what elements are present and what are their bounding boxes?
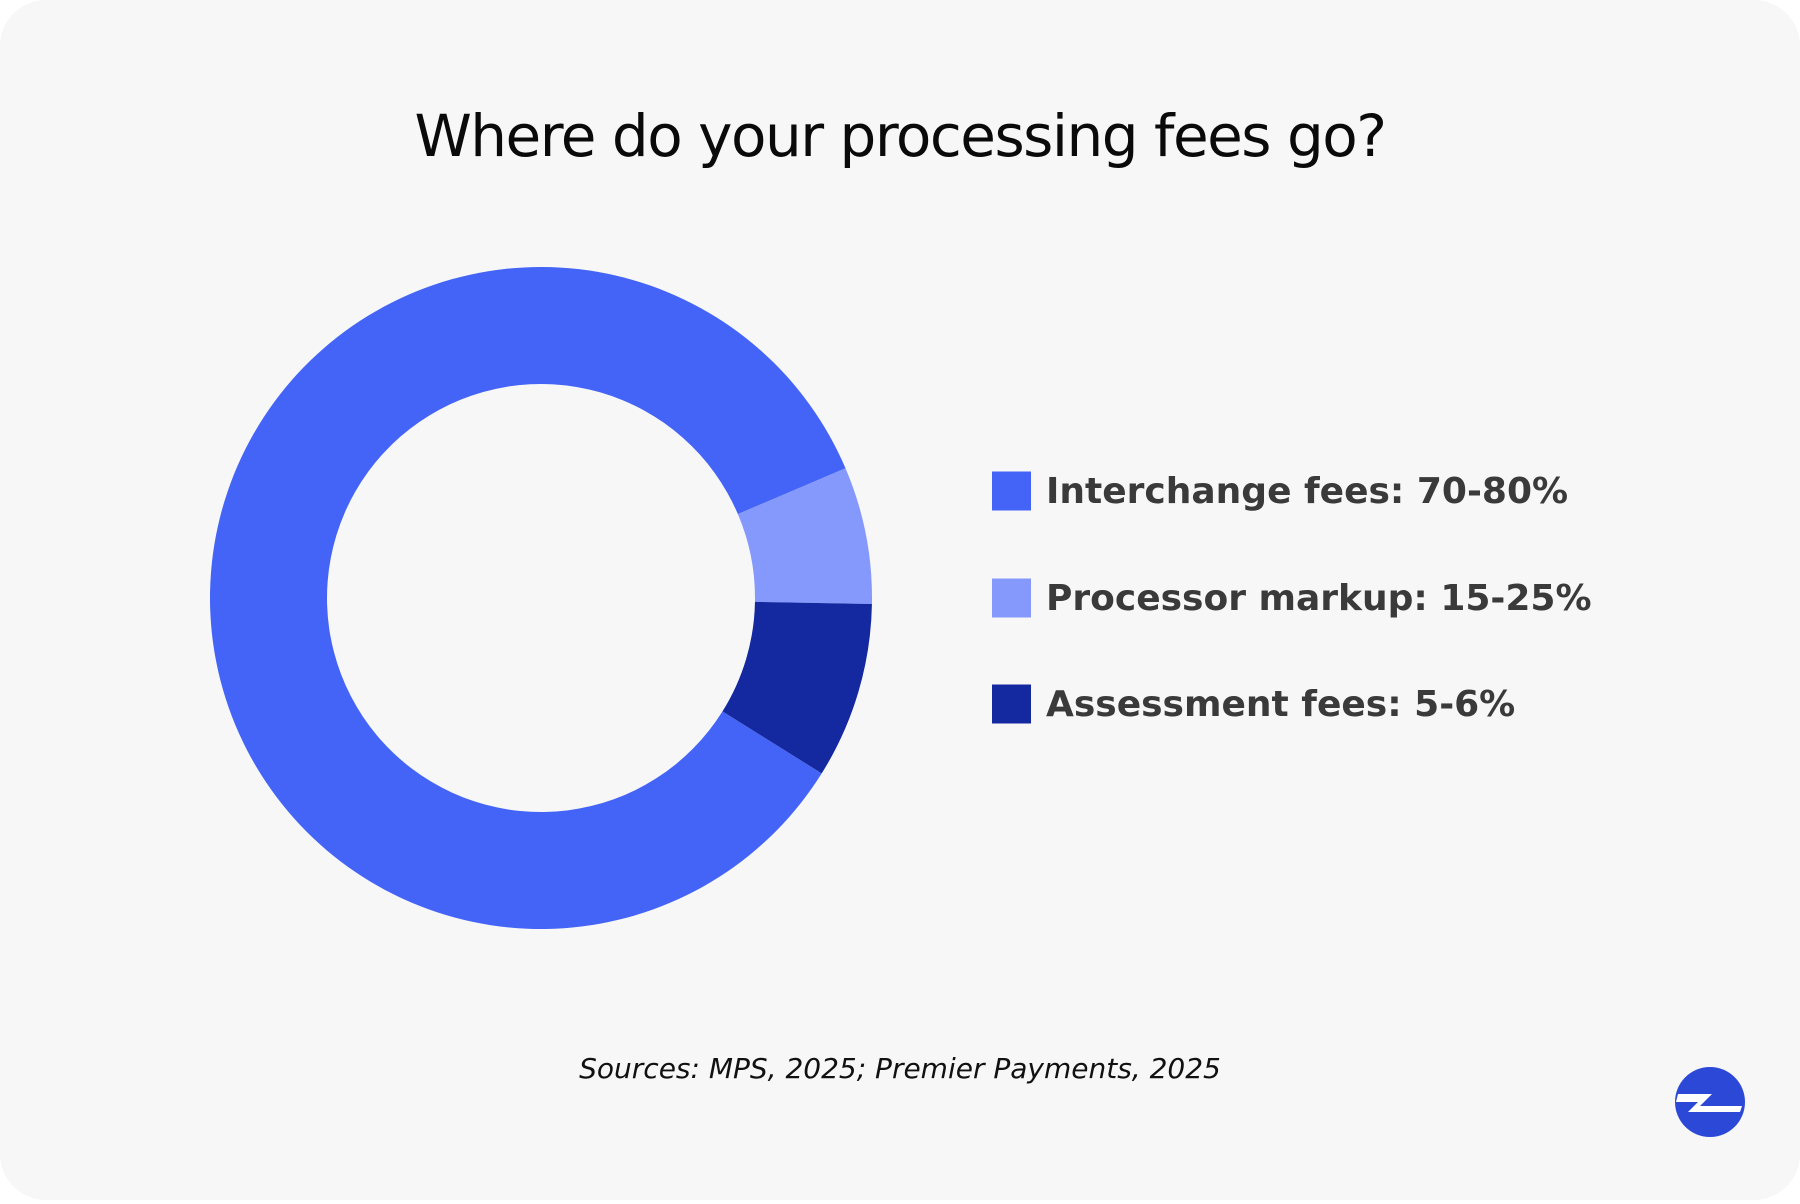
donut-slice <box>737 468 872 605</box>
legend-swatch <box>992 471 1031 511</box>
donut-slice <box>209 266 846 930</box>
legend-swatch <box>992 578 1031 618</box>
logo <box>1675 1067 1745 1137</box>
source-note: Sources: MPS, 2025; Premier Payments, 20… <box>579 1052 1221 1085</box>
legend-swatch <box>992 684 1031 724</box>
donut-slice <box>722 601 872 774</box>
legend-label: Processor markup: 15-25% <box>1046 578 1592 619</box>
legend-label: Assessment fees: 5-6% <box>1046 684 1515 725</box>
legend-label: Interchange fees: 70-80% <box>1046 471 1568 512</box>
chart-title: Where do your processing fees go? <box>414 102 1385 170</box>
